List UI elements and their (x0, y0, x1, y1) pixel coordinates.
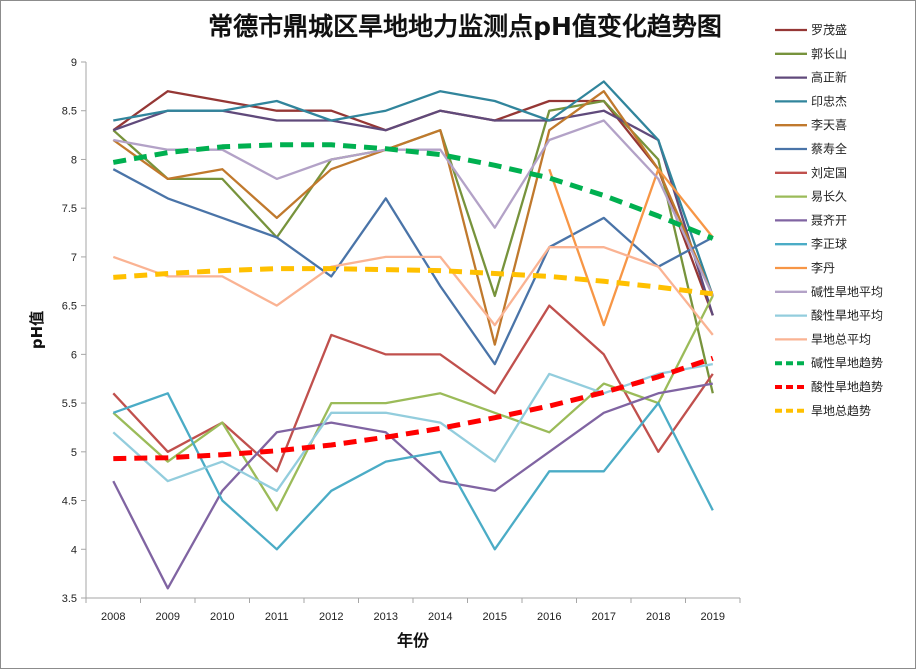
x-tick-label: 2019 (701, 611, 725, 623)
y-tick-label: 9 (71, 57, 77, 69)
legend: 罗茂盛郭长山高正新印忠杰李天喜蔡寿全刘定国易长久聂齐开李正球李丹碱性旱地平均酸性… (775, 22, 883, 418)
legend-label: 印忠杰 (811, 94, 847, 108)
series-line-蔡寿全 (112, 168, 714, 366)
y-tick-label: 8 (71, 154, 77, 166)
series-line-李天喜 (112, 90, 714, 346)
series-line-聂齐开 (112, 382, 714, 590)
legend-label: 李正球 (811, 236, 847, 251)
legend-label: 酸性旱地趋势 (811, 379, 883, 394)
x-tick-label: 2009 (156, 611, 180, 623)
x-tick-labels: 2008 2009 2010 2011 2012 2013 2014 2015 2016 2017… (85, 598, 741, 623)
series-line-印忠杰 (113, 80, 714, 297)
legend-label: 易长久 (811, 190, 847, 204)
series-line-碱性旱地趋势 (112, 142, 714, 241)
y-tick-label: 3.5 (62, 593, 77, 605)
x-tick-label: 2016 (537, 611, 561, 623)
series-line-旱地总平均 (112, 246, 714, 336)
series-line-易长久 (112, 295, 714, 512)
y-tick-label: 4 (71, 544, 77, 556)
y-tick-label: 4.5 (62, 496, 77, 508)
legend-label: 旱地总平均 (811, 332, 871, 346)
y-tick-label: 7 (71, 252, 77, 264)
x-tick-label: 2008 (101, 611, 125, 623)
y-tick-label: 5 (71, 447, 77, 459)
legend-label: 聂齐开 (811, 212, 847, 227)
x-tick-label: 2015 (483, 611, 507, 623)
y-tick-label: 7.5 (62, 203, 77, 215)
legend-label: 李丹 (811, 260, 835, 275)
x-axis-title: 年份 (397, 631, 430, 650)
legend-label: 刘定国 (811, 165, 847, 180)
legend-label: 碱性旱地趋势 (811, 356, 883, 370)
legend-label: 高正新 (811, 70, 847, 85)
y-tick-label: 5.5 (62, 398, 77, 410)
series-line-李正球 (112, 392, 714, 551)
chart-title: 常德市鼎城区旱地地力监测点pH值变化趋势图 (208, 12, 722, 41)
x-tick-label: 2018 (646, 611, 670, 623)
legend-label: 蔡寿全 (811, 141, 847, 156)
y-tick-label: 6.5 (62, 301, 77, 313)
series-line-酸性旱地平均 (112, 362, 714, 492)
x-tick-label: 2017 (592, 611, 616, 623)
y-axis-title: pH值 (28, 311, 46, 349)
y-tick-labels: 3.5 4 4.5 5 5.5 6 6.5 7 7.5 8 8.5 9 (62, 57, 86, 605)
legend-label: 旱地总趋势 (811, 404, 871, 418)
x-tick-label: 2012 (319, 611, 343, 623)
series-lines (112, 80, 714, 590)
legend-label: 酸性旱地平均 (811, 308, 883, 323)
x-tick-label: 2011 (265, 611, 289, 623)
series-line-刘定国 (112, 304, 714, 473)
x-tick-label: 2010 (210, 611, 234, 623)
series-line-郭长山 (112, 99, 714, 394)
series-line-酸性旱地趋势 (113, 355, 714, 462)
x-tick-label: 2013 (374, 611, 398, 623)
x-tick-label: 2014 (428, 611, 452, 623)
legend-label: 李天喜 (811, 117, 847, 132)
legend-label: 碱性旱地平均 (811, 285, 883, 299)
series-line-旱地总趋势 (113, 266, 714, 297)
legend-label: 罗茂盛 (811, 22, 847, 37)
y-tick-label: 8.5 (62, 106, 77, 118)
legend-label: 郭长山 (811, 47, 847, 61)
y-tick-label: 6 (71, 349, 77, 361)
